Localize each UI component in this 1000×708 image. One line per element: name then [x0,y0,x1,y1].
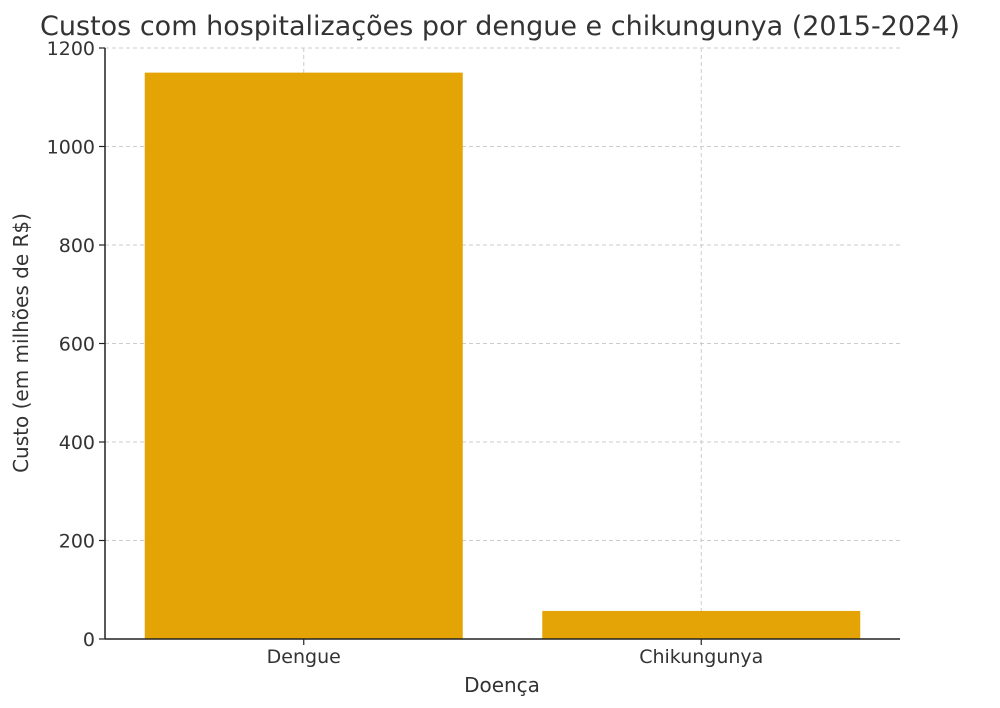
x-tick-label: Dengue [267,646,341,668]
x-tick-label: Chikungunya [639,646,763,668]
bar-dengue [144,72,463,639]
y-tick-label: 400 [59,432,95,454]
x-axis-ticks: Dengue Chikungunya [267,639,763,668]
bar-chikungunya [542,610,861,639]
y-tick-label: 800 [59,235,95,257]
x-axis-label: Doença [464,673,540,697]
chart-title: Custos com hospitalizações por dengue e … [40,11,960,42]
y-tick-label: 1000 [47,137,95,159]
y-tick-label: 1200 [47,38,95,60]
y-tick-label: 200 [59,531,95,553]
y-tick-label: 600 [59,334,95,356]
y-tick-label: 0 [83,629,95,651]
bars [144,72,861,639]
y-axis-label: Custo (em milhões de R$) [9,213,33,473]
y-axis-ticks: 0 200 400 600 800 1000 1200 [47,38,105,651]
